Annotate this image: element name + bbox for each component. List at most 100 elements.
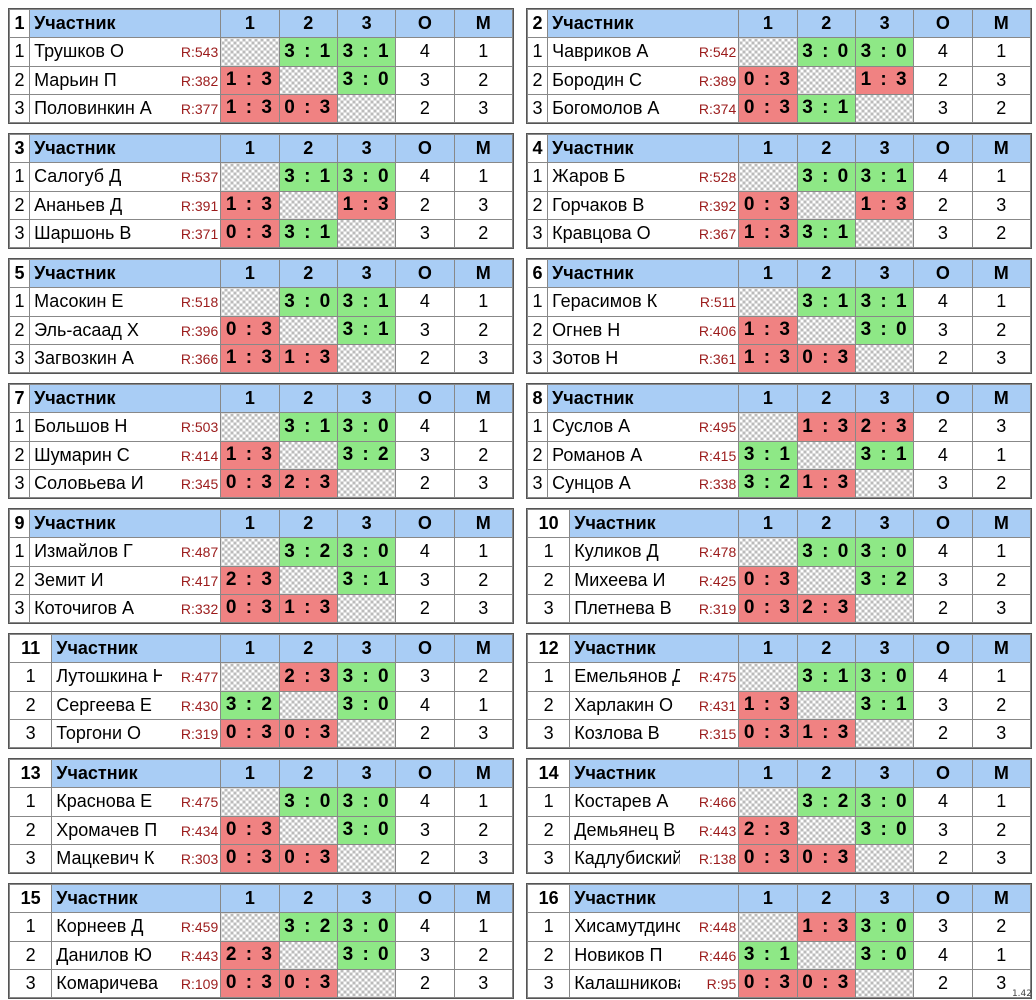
score-cell: 1 : 3 — [220, 190, 280, 220]
points-cell: 4 — [913, 440, 973, 470]
row-index: 2 — [526, 315, 549, 345]
points-cell: 3 — [913, 565, 973, 595]
row-index: 2 — [526, 940, 571, 970]
place-cell: 1 — [971, 537, 1032, 567]
player-rating: R:377 — [180, 100, 219, 117]
points-cell: 2 — [913, 593, 973, 624]
place-cell: 2 — [971, 93, 1032, 124]
score-cell: 0 : 3 — [738, 93, 798, 124]
participant-header: Участник — [51, 883, 222, 914]
score-cell: 0 : 3 — [220, 468, 280, 499]
score-cell: 3 : 0 — [854, 315, 915, 345]
col-header-1: 1 — [220, 508, 280, 539]
points-cell: 3 — [395, 315, 455, 345]
place-header: М — [971, 383, 1032, 414]
points-cell: 3 — [395, 940, 455, 970]
player-name: Торгони О — [56, 722, 142, 743]
row-index: 3 — [526, 93, 549, 124]
points-cell: 4 — [395, 287, 455, 317]
score-cell: 3 : 1 — [796, 287, 856, 317]
place-header: М — [453, 633, 514, 664]
self-cell — [738, 537, 798, 567]
self-cell — [738, 662, 798, 692]
score-cell: 3 : 1 — [278, 218, 338, 249]
player-cell: Чавриков А R:542 — [547, 37, 740, 67]
row-index: 3 — [526, 343, 549, 374]
version-label: 1.42 — [1011, 989, 1032, 999]
row-index: 1 — [8, 287, 31, 317]
col-header-1: 1 — [220, 758, 280, 789]
col-header-3: 3 — [854, 383, 915, 414]
player-cell: Краснова Е R:475 — [51, 787, 222, 817]
place-cell: 2 — [971, 912, 1032, 942]
player-name: Герасимов К — [552, 291, 658, 312]
score-cell: 0 : 3 — [796, 343, 856, 374]
place-header: М — [453, 258, 514, 289]
score-cell: 3 : 1 — [854, 287, 915, 317]
player-rating: R:518 — [180, 294, 219, 311]
group-number: 6 — [526, 258, 549, 289]
place-cell: 2 — [453, 940, 514, 970]
player-rating: R:138 — [698, 850, 737, 867]
row-index: 2 — [8, 815, 53, 845]
self-cell — [278, 815, 338, 845]
self-cell — [738, 412, 798, 442]
row-index: 2 — [526, 440, 549, 470]
group-number: 4 — [526, 133, 549, 164]
self-cell — [796, 440, 856, 470]
player-cell: Козлова В R:315 — [569, 718, 740, 749]
score-cell: 3 : 1 — [336, 287, 397, 317]
player-rating: R:332 — [180, 600, 219, 617]
points-cell: 3 — [913, 468, 973, 499]
points-cell: 4 — [395, 690, 455, 720]
place-header: М — [971, 633, 1032, 664]
player-rating: R:503 — [180, 419, 219, 436]
player-rating: R:477 — [180, 669, 219, 686]
place-cell: 3 — [971, 190, 1032, 220]
score-cell: 1 : 3 — [796, 718, 856, 749]
self-cell — [336, 468, 397, 499]
player-name: Шумарин С — [34, 444, 130, 465]
player-rating: R:543 — [180, 44, 219, 61]
group-number: 3 — [8, 133, 31, 164]
row-index: 1 — [8, 412, 31, 442]
player-name: Сунцов А — [552, 472, 631, 493]
col-header-1: 1 — [738, 133, 798, 164]
participant-header: Участник — [29, 383, 222, 414]
place-header: М — [453, 133, 514, 164]
points-cell: 3 — [395, 662, 455, 692]
participant-header: Участник — [569, 633, 740, 664]
points-cell: 3 — [395, 65, 455, 95]
score-cell: 0 : 3 — [278, 843, 338, 874]
score-cell: 0 : 3 — [220, 593, 280, 624]
row-index: 2 — [526, 190, 549, 220]
col-header-3: 3 — [336, 508, 397, 539]
player-cell: Шумарин С R:414 — [29, 440, 222, 470]
player-name: Сергеева Е — [56, 694, 152, 715]
player-cell: Коточигов А R:332 — [29, 593, 222, 624]
points-cell: 2 — [395, 190, 455, 220]
place-cell: 2 — [971, 815, 1032, 845]
player-cell: Ананьев Д R:391 — [29, 190, 222, 220]
points-header: О — [913, 508, 973, 539]
col-header-1: 1 — [738, 258, 798, 289]
score-cell: 3 : 0 — [336, 912, 397, 942]
points-header: О — [913, 883, 973, 914]
row-index: 3 — [526, 468, 549, 499]
place-cell: 1 — [453, 537, 514, 567]
self-cell — [278, 315, 338, 345]
points-cell: 2 — [913, 843, 973, 874]
place-cell: 2 — [971, 565, 1032, 595]
place-cell: 3 — [453, 343, 514, 374]
self-cell — [336, 843, 397, 874]
score-cell: 0 : 3 — [278, 93, 338, 124]
place-cell: 1 — [971, 662, 1032, 692]
